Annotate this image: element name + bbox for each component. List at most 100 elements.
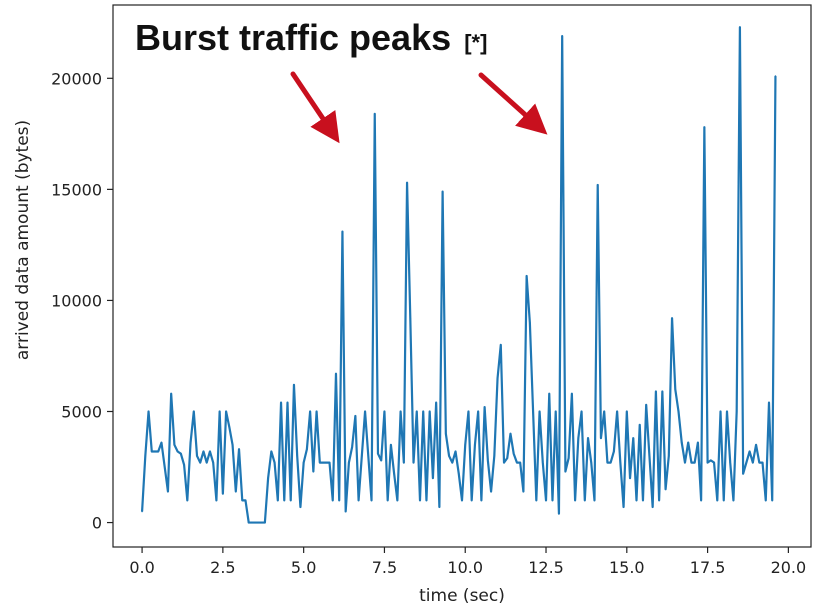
data-point (471, 500, 473, 502)
data-point (141, 511, 143, 513)
x-tick-label: 2.5 (210, 558, 235, 577)
data-point (448, 455, 450, 457)
x-tick-label: 15.0 (609, 558, 645, 577)
data-point (510, 433, 512, 435)
data-point (694, 462, 696, 464)
data-point (397, 500, 399, 502)
annotation-note: [*] (464, 30, 487, 55)
data-point (484, 406, 486, 408)
data-point (765, 500, 767, 502)
data-point (293, 384, 295, 386)
data-point (678, 411, 680, 413)
data-point (590, 462, 592, 464)
data-point (607, 462, 609, 464)
data-point (367, 455, 369, 457)
data-point (542, 462, 544, 464)
data-point (348, 462, 350, 464)
y-tick-label: 5000 (61, 403, 102, 422)
annotation-title: Burst traffic peaks [*] (135, 17, 487, 58)
data-point (225, 411, 227, 413)
data-point (620, 462, 622, 464)
data-point (235, 491, 237, 493)
data-point (435, 402, 437, 404)
data-point (746, 462, 748, 464)
data-point (277, 500, 279, 502)
x-tick-label: 5.0 (291, 558, 316, 577)
data-point (468, 411, 470, 413)
data-point (429, 411, 431, 413)
data-point (161, 442, 163, 444)
data-point (258, 522, 260, 524)
data-point (749, 451, 751, 453)
data-point (674, 388, 676, 390)
y-axis-label: arrived data amount (bytes) (13, 120, 33, 360)
data-point (387, 500, 389, 502)
data-point (455, 451, 457, 453)
data-point (464, 444, 466, 446)
data-point (358, 500, 360, 502)
data-point (267, 477, 269, 479)
data-point (568, 457, 570, 459)
data-point (452, 462, 454, 464)
data-point (303, 462, 305, 464)
data-point (768, 402, 770, 404)
data-point (503, 462, 505, 464)
data-point (461, 500, 463, 502)
data-point (190, 442, 192, 444)
annotation-text: Burst traffic peaks (135, 17, 451, 58)
data-point (261, 522, 263, 524)
data-point (752, 462, 754, 464)
data-point (713, 462, 715, 464)
data-point (655, 391, 657, 393)
data-point (206, 462, 208, 464)
data-point (248, 522, 250, 524)
data-point (700, 500, 702, 502)
data-point (422, 411, 424, 413)
data-point (642, 500, 644, 502)
data-point (410, 317, 412, 319)
data-point (329, 462, 331, 464)
data-point (623, 506, 625, 508)
data-point (497, 377, 499, 379)
data-point (733, 500, 735, 502)
data-point (157, 451, 159, 453)
data-point (610, 462, 612, 464)
data-point (723, 500, 725, 502)
data-point (280, 402, 282, 404)
data-point (500, 344, 502, 346)
x-tick-label: 7.5 (372, 558, 397, 577)
data-point (458, 473, 460, 475)
data-point (755, 444, 757, 446)
data-point (167, 491, 169, 493)
data-point (183, 464, 185, 466)
series-line (142, 27, 775, 522)
data-point (219, 411, 221, 413)
data-point (413, 462, 415, 464)
data-point (241, 500, 243, 502)
data-point (229, 426, 231, 428)
data-point (759, 462, 761, 464)
data-point (180, 453, 182, 455)
data-point (342, 231, 344, 233)
data-point (523, 491, 525, 493)
data-point (400, 411, 402, 413)
data-point (762, 462, 764, 464)
data-point (594, 500, 596, 502)
y-tick-label: 0 (92, 514, 102, 533)
data-point (238, 448, 240, 450)
data-point (374, 113, 376, 115)
data-point (203, 451, 205, 453)
data-point (704, 126, 706, 128)
data-point (416, 411, 418, 413)
data-point (536, 500, 538, 502)
x-tick-label: 17.5 (690, 558, 726, 577)
data-point (174, 444, 176, 446)
data-point (519, 462, 521, 464)
x-tick-label: 10.0 (447, 558, 483, 577)
data-point (626, 411, 628, 413)
data-point (216, 500, 218, 502)
data-point (148, 411, 150, 413)
data-point (393, 473, 395, 475)
